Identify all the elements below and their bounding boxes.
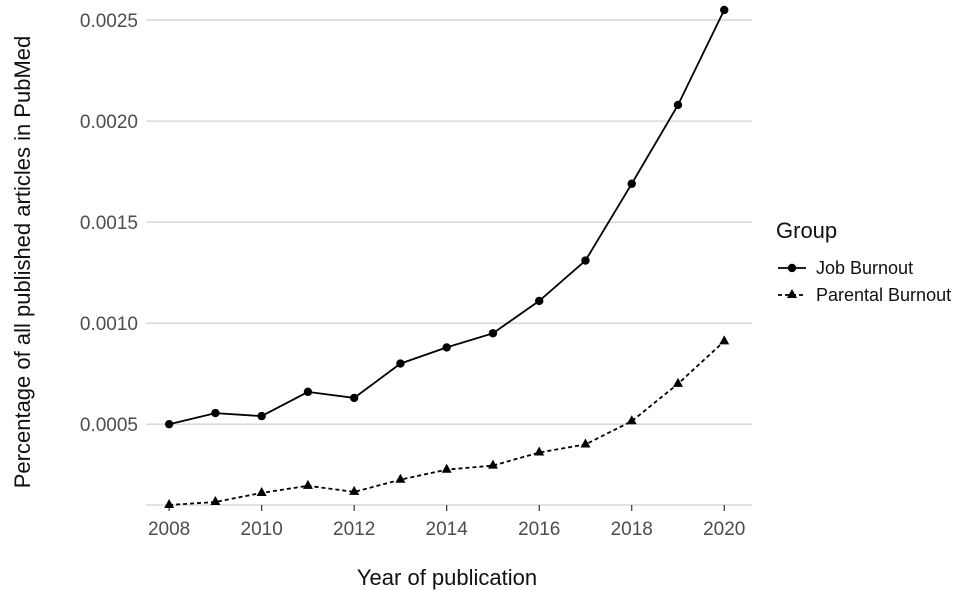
x-tick-label: 2016 (518, 519, 560, 540)
data-point (720, 5, 729, 15)
data-point (487, 459, 498, 469)
y-axis: 0.0005 0.0010 0.0015 0.0020 0.0025 (80, 11, 138, 436)
y-tick-label: 0.0010 (80, 314, 138, 335)
series-group (164, 5, 730, 509)
series-line-2 (169, 340, 725, 506)
y-axis-title: Percentage of all published articles in … (10, 36, 35, 489)
legend-label: Job Burnout (816, 258, 913, 278)
data-point (349, 393, 359, 403)
data-point (534, 446, 545, 456)
data-point (719, 335, 730, 345)
data-point (211, 408, 220, 418)
data-point (164, 419, 174, 429)
data-point (535, 296, 544, 306)
data-point (256, 486, 267, 496)
y-tick-label: 0.0020 (80, 112, 138, 133)
legend: Group Job Burnout Parental Burnout (776, 218, 951, 305)
data-point (672, 377, 683, 387)
data-point (257, 411, 266, 421)
data-point (164, 499, 175, 509)
data-point (396, 359, 405, 368)
data-point (626, 415, 637, 425)
legend-key-marker (787, 263, 797, 273)
x-tick-label: 2010 (241, 519, 283, 540)
series-line-1 (168, 9, 726, 426)
x-tick-label: 2008 (148, 519, 190, 540)
data-point (627, 179, 636, 188)
x-axis: 2008 2010 2012 2014 2016 2018 2020 (148, 505, 745, 540)
data-point (441, 463, 452, 473)
data-point (302, 479, 313, 489)
data-point (349, 485, 360, 495)
data-point (395, 473, 406, 483)
grid-lines (146, 19, 752, 506)
y-tick-label: 0.0015 (80, 213, 138, 234)
legend-label: Parental Burnout (816, 285, 951, 305)
x-tick-label: 2020 (703, 519, 745, 540)
y-tick-label: 0.0025 (80, 11, 138, 32)
legend-title: Group (776, 218, 837, 243)
data-point (673, 100, 683, 110)
data-point (210, 496, 221, 506)
x-axis-title: Year of publication (357, 565, 537, 590)
data-point (303, 387, 313, 397)
data-point (442, 343, 451, 352)
x-tick-label: 2014 (426, 519, 469, 540)
x-tick-label: 2012 (333, 519, 375, 540)
data-point (581, 256, 590, 265)
legend-key-marker (787, 289, 797, 299)
x-tick-label: 2018 (611, 519, 653, 540)
y-tick-label: 0.0005 (80, 415, 138, 436)
data-point (488, 329, 498, 338)
data-point (580, 438, 591, 448)
